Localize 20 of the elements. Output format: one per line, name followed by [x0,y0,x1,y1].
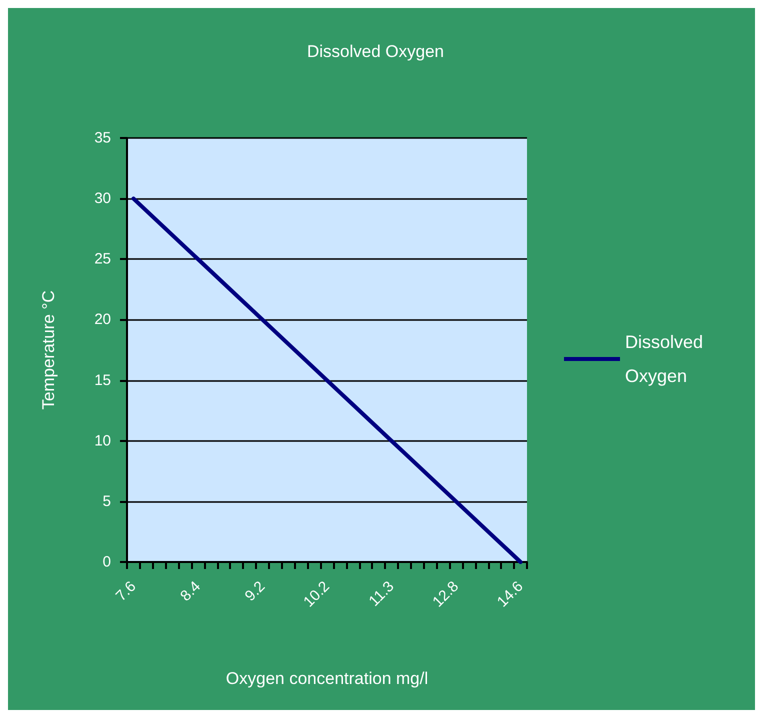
x-axis-title: Oxygen concentration mg/l [226,669,428,688]
y-tick-label: 5 [102,492,111,510]
x-tick-label: 10.2 [300,578,334,611]
x-tick-label: 14.6 [494,578,527,611]
y-tick-label: 35 [94,130,111,146]
legend-label: Dissolved Oxygen [625,332,708,386]
y-tick-label: 20 [94,311,111,328]
y-axis-title: Temperature °C [39,290,58,410]
line-series [131,196,523,564]
x-tick-label: 9.2 [242,578,268,605]
y-tick-label: 30 [94,190,111,208]
y-tick-label: 0 [102,554,111,570]
y-tick-label: 15 [94,372,111,389]
x-tick-label: 7.6 [112,578,140,605]
chart-title: Dissolved Oxygen [307,42,444,61]
x-tick-label: 12.8 [429,578,462,611]
x-tick-label: 11.3 [366,578,398,610]
x-tick-label: 8.4 [177,578,204,605]
y-tick-label: 25 [94,250,111,268]
y-tick-label: 10 [94,432,111,450]
